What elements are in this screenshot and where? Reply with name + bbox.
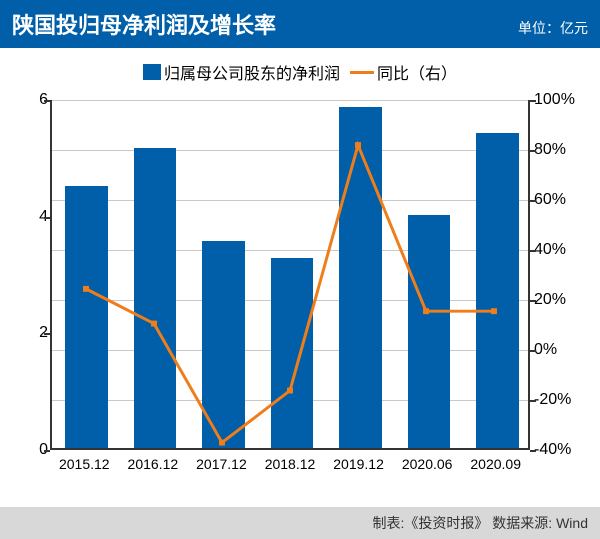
legend-line-label: 同比（右）: [377, 60, 457, 84]
tick-mark: [530, 400, 536, 402]
plot-area: [50, 100, 530, 450]
y-right-tick: -20%: [534, 391, 580, 409]
y-right-tick: 80%: [534, 141, 580, 159]
chart-container: 陕国投归母净利润及增长率 单位：亿元 归属母公司股东的净利润 同比（右） -40…: [0, 0, 600, 539]
line-marker: [151, 321, 157, 327]
y-right-tick: -40%: [534, 441, 580, 459]
tick-mark: [530, 200, 536, 202]
tick-mark: [44, 100, 50, 102]
legend: 归属母公司股东的净利润 同比（右）: [0, 48, 600, 90]
x-label: 2015.12: [59, 456, 110, 472]
tick-mark: [44, 450, 50, 452]
line-marker: [491, 308, 497, 314]
legend-bar-swatch: [143, 64, 161, 80]
line-path: [86, 145, 494, 443]
x-label: 2019.12: [333, 456, 384, 472]
line-marker: [423, 308, 429, 314]
tick-mark: [44, 217, 50, 219]
chart-footer: 制表:《投资时报》 数据来源: Wind: [0, 507, 600, 539]
y-right-tick: 100%: [534, 91, 580, 109]
chart-header: 陕国投归母净利润及增长率 单位：亿元: [0, 0, 600, 48]
x-label: 2017.12: [196, 456, 247, 472]
x-label: 2018.12: [265, 456, 316, 472]
chart-unit: 单位：亿元: [518, 18, 588, 38]
x-label: 2016.12: [128, 456, 179, 472]
legend-bar-label: 归属母公司股东的净利润: [164, 60, 340, 84]
tick-mark: [530, 450, 536, 452]
tick-mark: [530, 250, 536, 252]
x-label: 2020.06: [402, 456, 453, 472]
tick-mark: [530, 150, 536, 152]
line-marker: [355, 142, 361, 148]
y-right-tick: 0%: [534, 341, 580, 359]
line-marker: [83, 286, 89, 292]
y-right-tick: 60%: [534, 191, 580, 209]
tick-mark: [530, 350, 536, 352]
chart-title: 陕国投归母净利润及增长率: [12, 8, 276, 40]
line-layer: [52, 100, 528, 448]
tick-mark: [530, 100, 536, 102]
chart-area: -40%-20%0%20%40%60%80%100%02462015.12201…: [20, 90, 580, 490]
legend-line-swatch: [350, 71, 374, 74]
footer-text: 制表:《投资时报》 数据来源: Wind: [373, 515, 588, 531]
line-marker: [219, 440, 225, 446]
tick-mark: [530, 300, 536, 302]
line-marker: [287, 388, 293, 394]
y-right-tick: 20%: [534, 291, 580, 309]
tick-mark: [44, 333, 50, 335]
y-right-tick: 40%: [534, 241, 580, 259]
x-label: 2020.09: [470, 456, 521, 472]
